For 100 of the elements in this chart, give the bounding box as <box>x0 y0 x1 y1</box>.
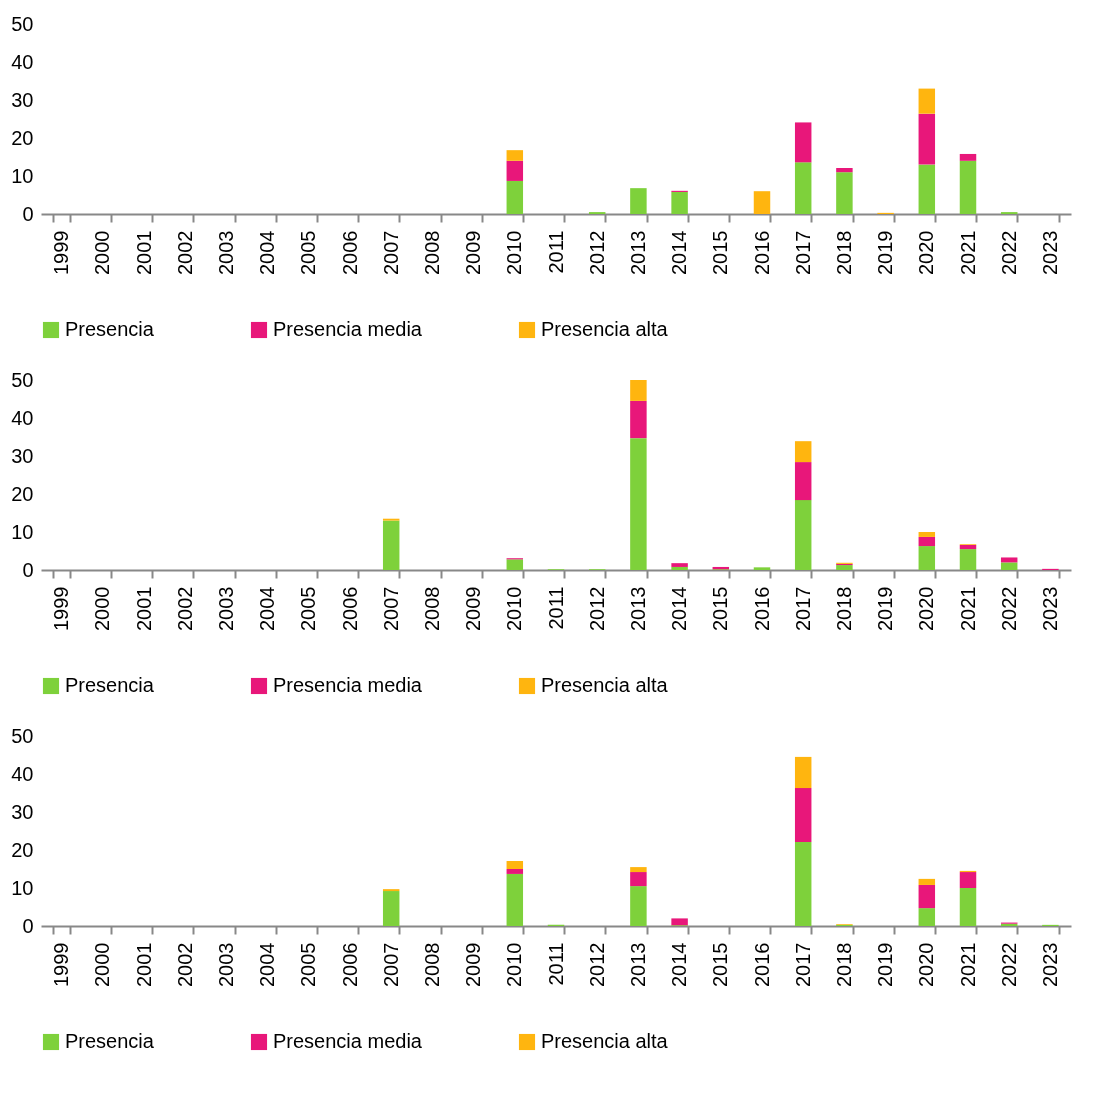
y-tick-label: 40 <box>11 50 34 73</box>
bar <box>918 546 936 570</box>
bar <box>671 191 688 214</box>
x-tick-label: 2003 <box>214 586 237 631</box>
bar <box>794 842 812 926</box>
bar <box>794 500 812 570</box>
y-tick-label: 40 <box>11 762 34 785</box>
x-tick-label: 2022 <box>997 942 1020 987</box>
bar <box>918 884 936 909</box>
x-tick-label: 2023 <box>1038 942 1061 987</box>
y-tick-label: 50 <box>11 724 34 747</box>
y-tick-label: 10 <box>11 876 34 899</box>
y-tick-label: 0 <box>22 558 34 581</box>
x-tick-label: 1999 <box>50 230 73 275</box>
bar <box>836 172 853 214</box>
y-tick-label: 40 <box>11 406 34 429</box>
bar <box>794 441 812 463</box>
x-tick-label: 2019 <box>874 230 897 275</box>
x-tick-label: 2020 <box>915 586 938 631</box>
x-tick-label: 2012 <box>585 230 608 275</box>
x-tick-label: 2020 <box>915 230 938 275</box>
bar <box>794 788 812 843</box>
legend-label: Presencia alta <box>541 318 669 340</box>
x-tick-label: 2004 <box>256 586 279 631</box>
bar <box>959 153 977 161</box>
y-tick-label: 50 <box>11 368 34 391</box>
x-tick-label: 2013 <box>626 586 649 631</box>
bar <box>506 869 524 874</box>
bar <box>959 160 977 214</box>
x-tick-label: 2010 <box>503 942 526 987</box>
x-tick-label: 2022 <box>997 586 1020 631</box>
x-tick-label: 2018 <box>832 230 855 275</box>
x-tick-label: 2015 <box>709 942 732 987</box>
legend-label: Presencia media <box>273 1030 423 1052</box>
x-tick-label: 2004 <box>256 230 279 275</box>
x-tick-label: 2021 <box>956 586 979 631</box>
x-tick-label: 2006 <box>338 230 361 275</box>
bar <box>630 188 647 214</box>
bar <box>794 756 812 789</box>
x-tick-label: 2003 <box>214 230 237 275</box>
x-tick-label: 2014 <box>668 230 691 275</box>
bar <box>959 544 977 550</box>
x-tick-label: 2023 <box>1038 230 1061 275</box>
x-tick-label: 2001 <box>132 942 155 987</box>
x-tick-label: 2014 <box>668 942 691 987</box>
bar <box>918 908 936 926</box>
x-tick-label: 2008 <box>420 942 443 987</box>
y-tick-label: 0 <box>22 914 34 937</box>
x-tick-label: 2008 <box>420 230 443 275</box>
x-tick-label: 2007 <box>379 942 402 987</box>
x-tick-label: 2009 <box>462 586 485 631</box>
bar <box>918 164 936 214</box>
x-tick-label: 2021 <box>956 942 979 987</box>
bar <box>506 873 524 926</box>
x-tick-label: 2018 <box>832 586 855 631</box>
x-tick-label: 2011 <box>544 230 567 274</box>
x-tick-label: 2002 <box>173 586 196 631</box>
x-tick-label: 2017 <box>791 230 814 275</box>
bar <box>630 380 647 401</box>
x-tick-label: 2007 <box>379 230 402 275</box>
x-tick-label: 2016 <box>750 230 773 275</box>
x-tick-label: 2001 <box>132 586 155 631</box>
x-tick-label: 2002 <box>173 230 196 275</box>
x-tick-label: 2003 <box>214 942 237 987</box>
x-tick-label: 2021 <box>956 230 979 275</box>
bar <box>1000 557 1018 563</box>
x-tick-label: 2014 <box>668 586 691 631</box>
x-tick-label: 2017 <box>791 942 814 987</box>
x-tick-label: 2019 <box>874 586 897 631</box>
y-tick-label: 30 <box>11 88 34 111</box>
x-tick-label: 2016 <box>750 586 773 631</box>
bar <box>836 168 853 173</box>
x-tick-label: 2004 <box>256 942 279 987</box>
x-tick-label: 2005 <box>297 586 320 631</box>
legend-label: Presencia media <box>273 318 423 340</box>
x-tick-label: 2002 <box>173 942 196 987</box>
x-tick-label: 2023 <box>1038 586 1061 631</box>
x-tick-label: 2006 <box>338 586 361 631</box>
legend-label: Presencia media <box>273 674 423 696</box>
bar <box>630 438 647 570</box>
bar <box>918 878 936 885</box>
x-tick-label: 2013 <box>626 230 649 275</box>
x-tick-label: 2020 <box>915 942 938 987</box>
bar <box>630 886 647 926</box>
bar <box>506 861 524 869</box>
bar <box>918 532 936 537</box>
x-tick-label: 2010 <box>503 230 526 275</box>
bar <box>959 872 977 888</box>
x-tick-label: 2000 <box>91 230 114 275</box>
y-tick-label: 10 <box>11 164 34 187</box>
x-tick-label: 2005 <box>297 230 320 275</box>
x-tick-label: 2009 <box>462 942 485 987</box>
x-tick-label: 1999 <box>50 586 73 631</box>
x-tick-label: 2016 <box>750 942 773 987</box>
x-tick-label: 2012 <box>585 942 608 987</box>
bar <box>630 867 647 873</box>
y-tick-label: 20 <box>11 126 34 149</box>
bar <box>794 122 812 163</box>
bar <box>671 918 688 926</box>
legend-label: Presencia <box>65 1030 155 1052</box>
